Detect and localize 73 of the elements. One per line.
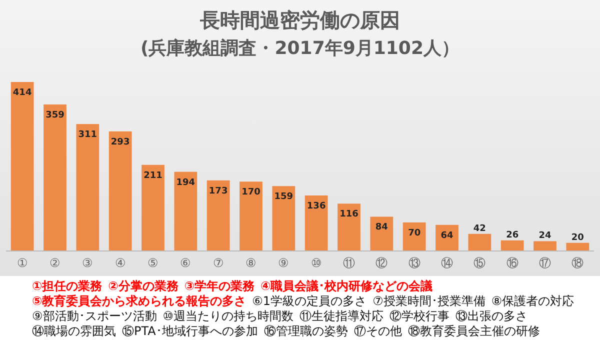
data-label: 173 (208, 186, 228, 196)
bar (370, 216, 394, 251)
x-tick-label: ③ (82, 256, 94, 270)
bar (206, 180, 230, 251)
x-tick-label: ⑩ (310, 256, 322, 270)
data-label: 159 (274, 192, 294, 202)
text: ⑩週当たりの持ち時間数 (156, 309, 294, 323)
bar (76, 124, 100, 251)
data-label: 359 (46, 110, 64, 120)
text: ③学年の業務 (178, 279, 256, 293)
x-tick-label: ⑨ (278, 256, 290, 270)
text: ⑱教育委員会主催の研修 (402, 324, 540, 338)
x-tick-label: ④ (114, 256, 126, 270)
x-tick-label: ⑪ (343, 256, 355, 270)
text: ⑧保護者の対応 (485, 294, 574, 308)
text: ⑭職場の雰囲気 (32, 324, 116, 338)
text: ⑫学校行事 (384, 309, 450, 323)
bar (534, 241, 556, 251)
text: ④職員会議･校内研修などの会議 (254, 279, 433, 293)
bar (468, 234, 492, 251)
bar (566, 242, 590, 251)
data-label: 194 (176, 178, 196, 188)
bar (142, 164, 164, 251)
text: ⑬出張の多さ (450, 309, 528, 323)
x-tick-label: ⑥ (180, 256, 192, 270)
x-tick-label: ② (50, 256, 60, 270)
data-label: 170 (242, 188, 260, 198)
data-label: 70 (408, 228, 421, 238)
bar (240, 182, 262, 251)
x-tick-label: ⑱ (572, 256, 584, 270)
bar (108, 131, 132, 251)
chart-title: 長時間過密労働の原因 (199, 8, 400, 32)
bar (402, 222, 426, 251)
text: ⑪生徒指導対応 (294, 309, 384, 323)
data-label: 136 (306, 201, 326, 212)
bar (44, 104, 66, 251)
text: ⑦授業時間･授業準備 (366, 294, 486, 308)
bar (272, 186, 296, 251)
text: ②分掌の業務 (102, 279, 180, 293)
bar (338, 204, 360, 251)
x-tick-label: ① (16, 256, 28, 270)
text: ⑥1学級の定員の多さ (246, 294, 367, 308)
data-label: 26 (506, 230, 519, 240)
bar (10, 82, 34, 251)
data-label: 24 (538, 231, 552, 242)
text: ⑯管理職の姿勢 (258, 324, 348, 338)
data-label: 414 (12, 88, 32, 98)
text: ⑨部活動･スポーツ活動 (32, 309, 157, 323)
data-label: 311 (78, 130, 98, 140)
data-label: 64 (440, 230, 454, 241)
data-label: 20 (571, 232, 584, 243)
x-tick-label: ⑤ (148, 256, 158, 270)
x-tick-label: ⑰ (539, 256, 551, 270)
bar (174, 172, 198, 251)
x-tick-label: ⑯ (506, 256, 518, 270)
x-tick-label: ⑧ (246, 256, 256, 270)
x-tick-label: ⑭ (441, 256, 453, 270)
x-tick-label: ⑫ (376, 256, 388, 270)
bar (500, 240, 524, 251)
data-label: 211 (144, 170, 162, 181)
x-tick-label: ⑦ (212, 256, 224, 270)
x-tick-label: ⑮ (474, 256, 486, 270)
text: ⑮PTA･地域行事への参加 (116, 324, 258, 338)
data-label: 42 (473, 224, 486, 234)
text: ⑤教育委員会から求められる報告の多さ (32, 294, 246, 308)
data-label: 116 (340, 210, 358, 220)
chart-subtitle: (兵庫教組調査・2017年9月1102人） (140, 38, 460, 59)
x-tick-label: ⑬ (408, 256, 420, 270)
data-label: 84 (375, 222, 388, 233)
text: ①担任の業務 (32, 279, 104, 293)
text: ⑰その他 (348, 324, 402, 338)
data-label: 293 (110, 137, 130, 148)
bar (304, 195, 328, 251)
